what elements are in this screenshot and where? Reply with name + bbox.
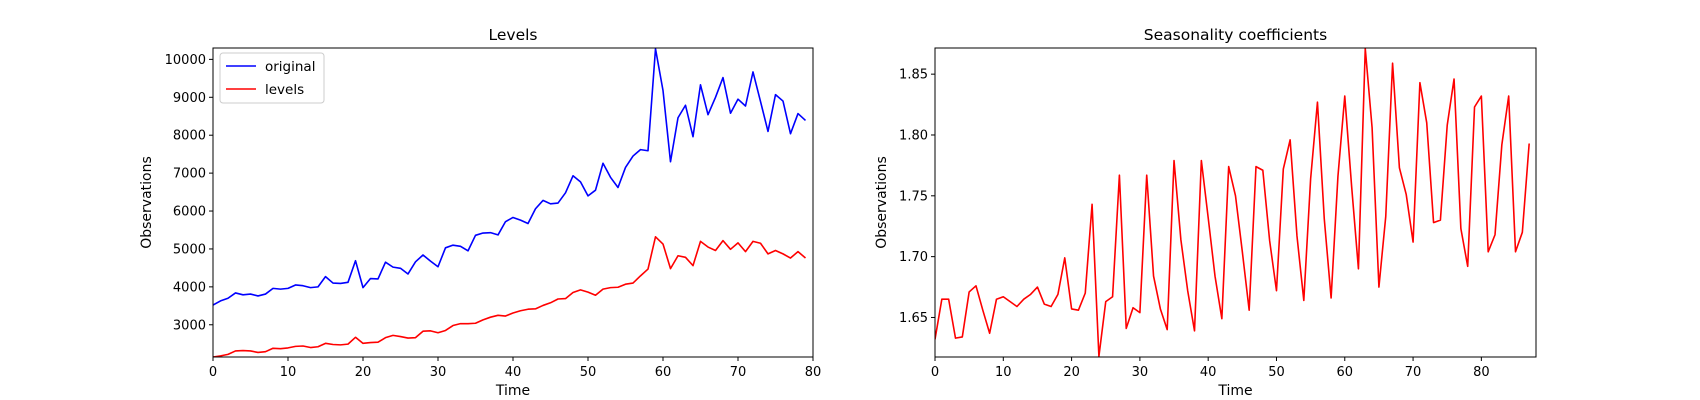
seasonality-x-tick-label: 10: [995, 365, 1012, 380]
seasonality-x-tick-label: 30: [1132, 365, 1149, 380]
levels-y-tick-label: 3000: [173, 318, 206, 333]
levels-x-axis-label: Time: [495, 383, 530, 399]
seasonality-y-tick-label: 1.70: [899, 250, 928, 265]
legend-entry-levels: levels: [265, 82, 304, 98]
levels-y-axis-label: Observations: [139, 156, 155, 249]
levels-y-tick-label: 10000: [165, 53, 206, 68]
seasonality-x-tick-label: 40: [1200, 365, 1217, 380]
levels-x-tick-label: 40: [505, 365, 522, 380]
levels-series-line-original: [213, 48, 807, 306]
levels-chart: 0 10 20 30 40 50 60 70 80 3000 4000 5000 6000 7000 800…: [139, 26, 821, 399]
levels-x-tick-label: 10: [280, 365, 297, 380]
levels-y-tick-label: 5000: [173, 242, 206, 257]
levels-x-tick-label: 60: [655, 365, 672, 380]
seasonality-x-tick-label: 60: [1336, 365, 1353, 380]
levels-x-tick-label: 0: [209, 365, 217, 380]
seasonality-chart-title: Seasonality coefficients: [1144, 26, 1327, 44]
seasonality-axes-frame: [934, 47, 1537, 358]
seasonality-y-axis-label: Observations: [874, 156, 890, 249]
levels-chart-title: Levels: [489, 26, 538, 44]
levels-series-line-levels: [213, 236, 807, 357]
levels-legend: original levels: [219, 52, 325, 104]
levels-axes-frame: [212, 47, 814, 358]
levels-x-tick-label: 70: [730, 365, 747, 380]
levels-x-tick-label: 30: [430, 365, 447, 380]
levels-y-tick-label: 7000: [173, 167, 206, 182]
seasonality-chart: 0 10 20 30 40 50 60 70 80 1.65 1.70 1.75 1.80 1.85 Se…: [874, 26, 1537, 399]
levels-x-tick-label: 20: [355, 365, 372, 380]
seasonality-y-tick-label: 1.65: [899, 311, 928, 326]
levels-y-tick-label: 6000: [173, 205, 206, 220]
seasonality-plot-area: [935, 48, 1536, 357]
seasonality-x-tick-label: 50: [1268, 365, 1285, 380]
seasonality-y-tick-label: 1.80: [899, 128, 928, 143]
seasonality-y-tick-label: 1.85: [899, 68, 928, 83]
legend-entry-original: original: [265, 59, 315, 75]
levels-x-tick-label: 80: [805, 365, 822, 380]
seasonality-x-tick-label: 80: [1473, 365, 1490, 380]
levels-y-tick-label: 8000: [173, 129, 206, 144]
seasonality-x-tick-label: 70: [1405, 365, 1422, 380]
levels-y-tick-label: 9000: [173, 91, 206, 106]
seasonality-y-tick-label: 1.75: [899, 189, 928, 204]
levels-x-tick-label: 50: [580, 365, 597, 380]
seasonality-x-tick-label: 0: [931, 365, 939, 380]
seasonality-x-tick-label: 20: [1063, 365, 1080, 380]
seasonality-series-line-series-0: [935, 48, 1530, 357]
seasonality-x-axis-label: Time: [1217, 383, 1252, 399]
levels-y-tick-label: 4000: [173, 280, 206, 295]
